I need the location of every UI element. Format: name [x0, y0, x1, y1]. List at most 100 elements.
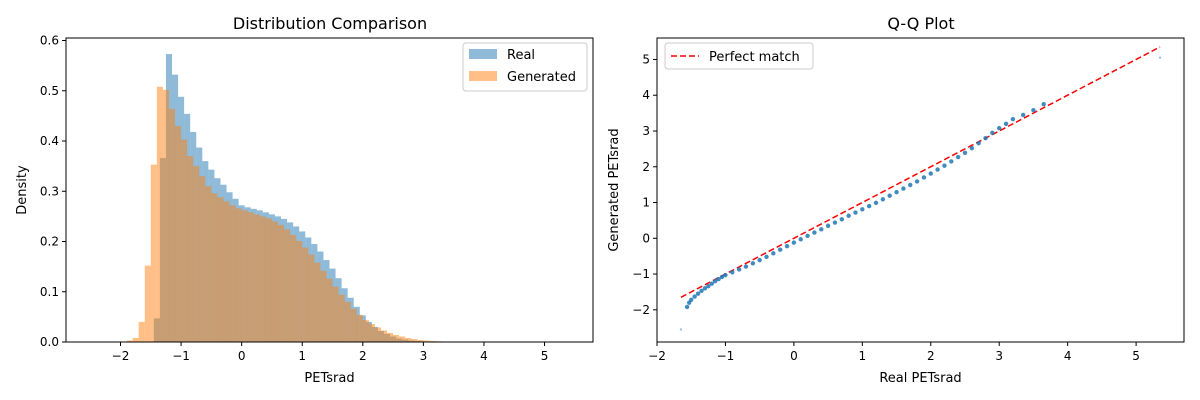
- qq-point-3: [689, 297, 694, 302]
- legend-label-generated: Generated: [507, 70, 576, 85]
- qq-point-43: [928, 171, 933, 176]
- qq-points: [679, 56, 1162, 331]
- qq-point-4: [692, 294, 697, 299]
- qq-point-56: [1020, 112, 1026, 118]
- qq-point-36: [880, 197, 886, 202]
- x-tick-label: 2: [359, 349, 367, 363]
- qq-y-axis-ticks: −2 −1 0 1 2 3 4 5: [632, 52, 657, 317]
- x-tick-label: −2: [112, 349, 130, 363]
- histogram-y-axis-label: Density: [15, 165, 30, 215]
- histogram-bar-generated-7: [162, 89, 169, 342]
- histogram-bar-generated-18: [229, 205, 236, 342]
- y-tick-label: 2: [642, 160, 650, 174]
- qq-point-54: [1003, 121, 1009, 127]
- qq-point-40: [908, 182, 913, 188]
- qq-point-48: [962, 150, 968, 155]
- qq-point-10: [712, 279, 718, 284]
- histogram-bar-generated-11: [187, 156, 194, 342]
- histogram-x-axis-ticks: −2 −1 0 1 2 3 4 5: [112, 342, 549, 363]
- qq-point-9: [709, 281, 714, 286]
- qq-point-6: [699, 288, 704, 294]
- qq-point-23: [791, 240, 797, 245]
- histogram-y-axis-ticks: 0.0 0.1 0.2 0.3 0.4 0.5 0.6: [40, 34, 66, 349]
- histogram-bar-generated-47: [405, 337, 412, 342]
- histogram-legend: Real Generated: [462, 42, 588, 92]
- qq-point-31: [846, 213, 851, 218]
- qq-point-59: [1158, 56, 1162, 59]
- x-tick-label: −2: [648, 349, 666, 363]
- qq-point-19: [764, 254, 769, 260]
- histogram-bar-generated-17: [223, 201, 230, 342]
- y-tick-label: 0.1: [40, 285, 59, 299]
- qq-title: Q-Q Plot: [887, 14, 954, 33]
- histogram-bar-generated-48: [411, 338, 418, 342]
- qq-point-12: [719, 274, 725, 280]
- qq-x-axis-label: Real PETsrad: [879, 371, 961, 386]
- qq-point-30: [839, 217, 844, 222]
- x-tick-label: 5: [1132, 349, 1140, 363]
- y-tick-label: −2: [632, 303, 650, 317]
- histogram-bar-generated-40: [362, 319, 369, 342]
- x-tick-label: 5: [541, 349, 549, 363]
- histogram-bar-generated-14: [205, 186, 212, 342]
- qq-point-26: [812, 230, 817, 235]
- qq-legend-label: Perfect match: [709, 50, 800, 65]
- histogram-bar-generated-5: [150, 164, 157, 342]
- qq-point-42: [921, 175, 927, 180]
- histogram-bar-generated-3: [138, 321, 145, 342]
- qq-point-18: [757, 257, 762, 263]
- histogram-bar-generated-4: [144, 265, 151, 342]
- perfect-match-line: [680, 46, 1161, 298]
- histogram-bar-generated-41: [368, 323, 375, 342]
- histogram-bar-generated-38: [350, 308, 357, 342]
- legend-label-real: Real: [507, 48, 535, 63]
- histogram-bar-generated-30: [302, 247, 309, 342]
- y-tick-label: −1: [632, 267, 650, 281]
- histogram-bar-generated-43: [380, 330, 388, 342]
- histogram-bar-generated-22: [253, 214, 260, 342]
- histogram-bar-generated-1: [126, 340, 133, 342]
- histogram-bar-generated-13: [199, 176, 206, 342]
- qq-point-11: [716, 276, 721, 282]
- generated-bars: [120, 86, 466, 343]
- histogram-bar-generated-35: [332, 286, 339, 342]
- histogram-bar-generated-23: [259, 216, 266, 342]
- histogram-bar-generated-28: [290, 234, 297, 342]
- x-tick-label: 3: [995, 349, 1003, 363]
- y-tick-label: 0.2: [40, 235, 59, 249]
- qq-point-22: [784, 243, 790, 249]
- histogram-bar-generated-12: [193, 166, 200, 342]
- qq-point-7: [702, 286, 708, 291]
- qq-point-57: [1031, 108, 1036, 113]
- qq-point-17: [750, 261, 756, 266]
- histogram-bar-generated-25: [271, 221, 279, 342]
- histogram-bar-generated-15: [211, 193, 218, 342]
- qq-y-axis-label: Generated PETsrad: [607, 128, 622, 251]
- qq-point-14: [730, 270, 735, 275]
- histogram-bar-generated-6: [156, 86, 163, 343]
- qq-chart: Q-Q Plot −2 −1 0 1 2 3 4 5 −2 −1 0 1 2 3 4 5 Real PETs…: [607, 14, 1185, 386]
- x-tick-label: 3: [420, 349, 428, 363]
- histogram-bar-generated-42: [374, 327, 381, 342]
- qq-point-38: [894, 189, 899, 195]
- qq-point-15: [736, 267, 742, 272]
- histogram-chart: Distribution Comparison −2 −1 0 1 2 3 4 5 0.00.…: [15, 14, 594, 386]
- histogram-bar-generated-24: [265, 218, 272, 342]
- qq-point-52: [990, 130, 995, 135]
- histogram-bar-generated-2: [132, 337, 139, 342]
- qq-point-24: [798, 237, 803, 242]
- qq-point-20: [771, 251, 776, 256]
- histogram-bar-generated-46: [399, 336, 406, 342]
- y-tick-label: 1: [642, 196, 650, 210]
- y-tick-label: 0.0: [40, 335, 59, 349]
- histogram-bar-generated-33: [320, 270, 327, 342]
- x-tick-label: 4: [480, 349, 488, 363]
- qq-point-45: [942, 163, 947, 168]
- histogram-bar-generated-16: [217, 197, 224, 342]
- qq-point-51: [983, 135, 988, 141]
- histogram-bar-generated-34: [326, 278, 333, 342]
- qq-point-35: [873, 200, 879, 206]
- y-tick-label: 0.6: [40, 34, 59, 48]
- x-tick-label: 0: [790, 349, 798, 363]
- qq-point-16: [743, 264, 749, 269]
